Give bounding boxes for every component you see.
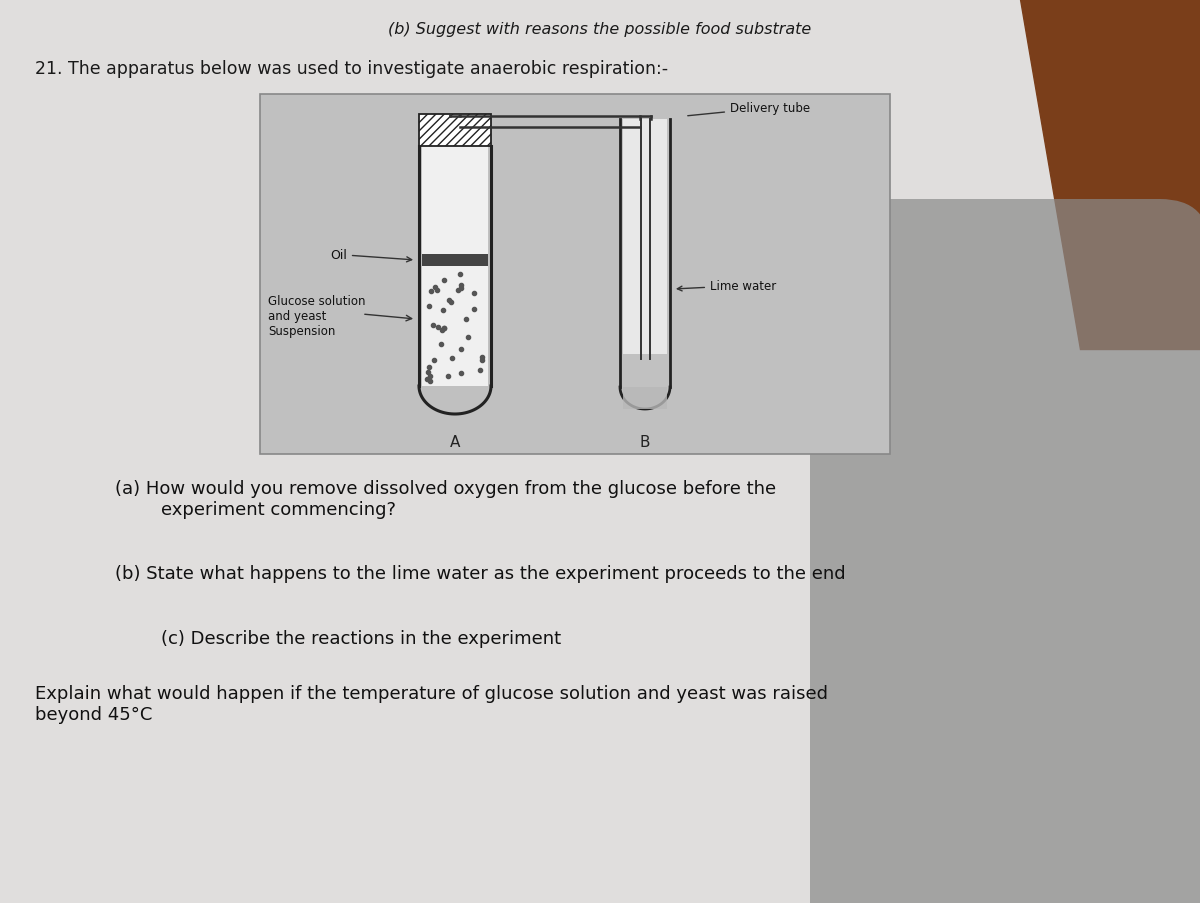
Bar [422, 255, 488, 266]
Text: 21. The apparatus below was used to investigate anaerobic respiration:-: 21. The apparatus below was used to inve… [35, 60, 668, 78]
Bar [623, 355, 667, 410]
Bar [419, 115, 491, 147]
Text: Delivery tube: Delivery tube [688, 102, 810, 116]
Text: (c) Describe the reactions in the experiment: (c) Describe the reactions in the experi… [115, 629, 562, 647]
Bar [422, 147, 488, 386]
Text: (b) State what happens to the lime water as the experiment proceeds to the end: (b) State what happens to the lime water… [115, 564, 846, 582]
Bar [623, 120, 667, 387]
Text: (a) How would you remove dissolved oxygen from the glucose before the
        ex: (a) How would you remove dissolved oxyge… [115, 479, 776, 518]
FancyBboxPatch shape [810, 200, 1200, 903]
Text: Lime water: Lime water [677, 280, 776, 293]
Bar [260, 95, 890, 454]
Text: (b) Suggest with reasons the possible food substrate: (b) Suggest with reasons the possible fo… [389, 22, 811, 37]
Text: A: A [450, 434, 460, 450]
Polygon shape [1020, 0, 1200, 349]
Text: Explain what would happen if the temperature of glucose solution and yeast was r: Explain what would happen if the tempera… [35, 684, 828, 723]
Text: Oil: Oil [330, 248, 412, 263]
Text: Glucose solution
and yeast
Suspension: Glucose solution and yeast Suspension [268, 294, 366, 338]
Text: B: B [640, 434, 650, 450]
